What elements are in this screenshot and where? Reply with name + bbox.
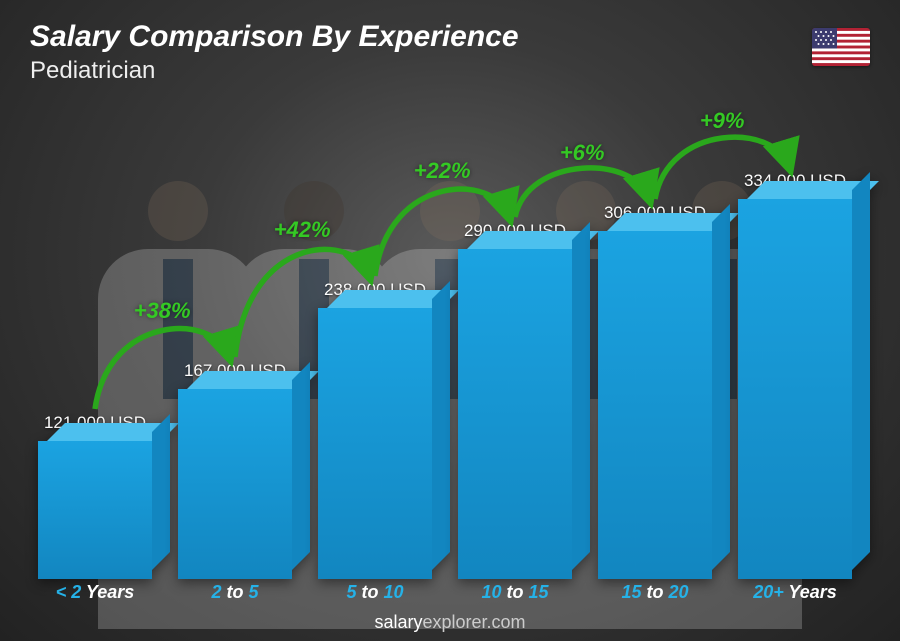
bar-slot: 167,000 USD: [178, 361, 292, 579]
footer-attribution: salaryexplorer.com: [0, 612, 900, 633]
category-label: 15 to 20: [598, 582, 712, 603]
category-label: 20+ Years: [738, 582, 852, 603]
bar: [598, 231, 712, 579]
bar-slot: 121,000 USD: [38, 413, 152, 579]
bars-area: 121,000 USD 167,000 USD 238,000 USD 290,…: [38, 120, 852, 579]
bar: [178, 389, 292, 579]
chart-title: Salary Comparison By Experience: [30, 20, 519, 53]
category-label: 5 to 10: [318, 582, 432, 603]
bar-slot: 306,000 USD: [598, 203, 712, 579]
footer-domain: explorer.com: [422, 612, 525, 632]
bar-slot: 290,000 USD: [458, 221, 572, 579]
footer-brand: salary: [374, 612, 422, 632]
category-labels-row: < 2 Years 2 to 5 5 to 10 10 to 15 15 to 20 20…: [38, 582, 852, 603]
category-label: 10 to 15: [458, 582, 572, 603]
bar: [738, 199, 852, 579]
chart-subtitle: Pediatrician: [30, 57, 519, 85]
category-label: < 2 Years: [38, 582, 152, 603]
country-flag-icon: [812, 28, 870, 66]
bar: [458, 249, 572, 579]
bar-slot: 238,000 USD: [318, 280, 432, 579]
bar: [318, 308, 432, 579]
category-label: 2 to 5: [178, 582, 292, 603]
chart-header: Salary Comparison By Experience Pediatri…: [30, 20, 519, 85]
chart-container: Salary Comparison By Experience Pediatri…: [0, 0, 900, 641]
bar: [38, 441, 152, 579]
bar-slot: 334,000 USD: [738, 171, 852, 579]
